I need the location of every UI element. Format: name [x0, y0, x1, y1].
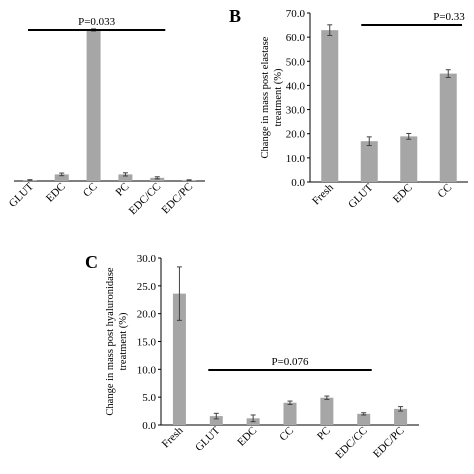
x-category-label: EDC/CC	[127, 181, 164, 218]
y-tick-label: 20.0	[137, 309, 157, 321]
bar	[360, 141, 378, 182]
y-tick-label: 10.0	[286, 153, 306, 165]
bar	[118, 174, 133, 181]
panel-b-bar-chart: 0.0 10.0 20.0 30.0 40.0 50.0 60.0 70.0 Change in…	[260, 8, 468, 211]
y-tick-label: 20.0	[286, 129, 306, 141]
bar	[54, 174, 69, 181]
panel-b-letter: B	[229, 6, 241, 26]
y-tick-label: 50.0	[286, 56, 306, 68]
y-tick-label: 30.0	[137, 253, 157, 265]
bar	[172, 293, 186, 425]
x-category-label: EDC/PC	[371, 425, 407, 461]
y-tick-label: 5.0	[142, 392, 156, 404]
x-category-label: EDC/CC	[333, 425, 370, 462]
bar	[400, 136, 418, 182]
y-axis-label: Change in mass post elastase treatment (%…	[260, 36, 284, 158]
bar	[150, 177, 165, 181]
x-category-label: GLUT	[7, 180, 36, 209]
y-tick-label: 30.0	[286, 105, 306, 117]
panel-c-letter: C	[85, 252, 98, 272]
x-category-label: Fresh	[160, 424, 186, 450]
y-tick-label: 0.0	[142, 420, 156, 432]
x-category-label: Fresh	[310, 181, 336, 207]
y-axis-label-line: treatment (%)	[273, 68, 284, 127]
bar	[394, 408, 408, 425]
bar	[320, 397, 334, 425]
x-category-label: PC	[315, 425, 333, 443]
x-category-label: CC	[81, 181, 100, 200]
y-tick-label: 40.0	[286, 80, 306, 92]
x-category-label: CC	[277, 425, 296, 444]
bar	[357, 413, 371, 425]
x-category-label: PC	[114, 181, 132, 199]
bar	[86, 29, 101, 182]
x-category-label: CC	[436, 182, 455, 201]
y-tick-label: 10.0	[137, 364, 157, 376]
p-value-label: P=0.033	[78, 16, 116, 28]
x-category-label: EDC	[44, 181, 68, 205]
x-category-label: GLUT	[346, 181, 375, 210]
bar	[209, 416, 223, 425]
x-category-label: EDC	[235, 425, 259, 449]
y-tick-label: 15.0	[137, 337, 157, 349]
bar	[439, 73, 457, 182]
y-axis-label: Change in mass post hyaluronidase treatme…	[105, 267, 129, 415]
p-value-label: P=0.076	[271, 356, 309, 368]
p-value-label: P=0.33	[433, 11, 465, 23]
y-tick-label: 60.0	[286, 32, 306, 44]
y-axis-label-line: Change in mass post elastase	[260, 36, 271, 158]
bar	[283, 402, 297, 425]
y-tick-label: 0.0	[291, 177, 305, 189]
x-category-label: EDC	[391, 182, 415, 206]
x-category-label: GLUT	[193, 424, 222, 453]
y-axis-label-line: treatment (%)	[118, 312, 129, 371]
panel-c-bar-chart: 0.0 5.0 10.0 15.0 20.0 25.0 30.0 Change in mass…	[105, 253, 419, 461]
x-category-label: EDC/PC	[159, 181, 195, 217]
y-axis-label-line: Change in mass post hyaluronidase	[105, 267, 116, 415]
bar	[321, 30, 339, 182]
y-tick-label: 25.0	[137, 281, 157, 293]
y-tick-label: 70.0	[286, 8, 306, 20]
